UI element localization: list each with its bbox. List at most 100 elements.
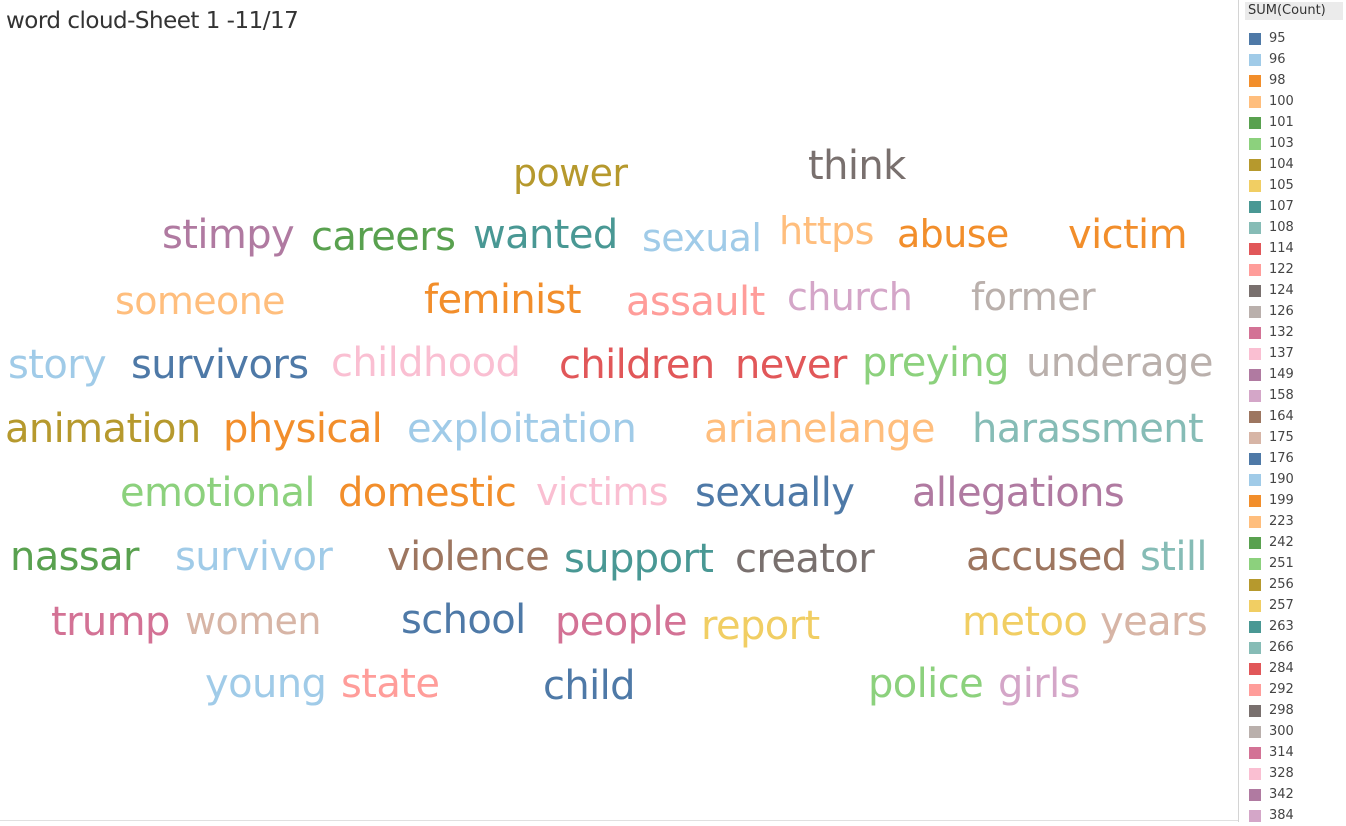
- word-trump[interactable]: trump: [51, 599, 170, 645]
- word-years[interactable]: years: [1100, 599, 1208, 645]
- word-girls[interactable]: girls: [998, 661, 1081, 707]
- legend-item[interactable]: 96: [1249, 49, 1294, 70]
- word-feminist[interactable]: feminist: [424, 277, 582, 323]
- word-underage[interactable]: underage: [1026, 340, 1213, 386]
- word-preying[interactable]: preying: [862, 340, 1010, 386]
- legend-item[interactable]: 242: [1249, 532, 1294, 553]
- legend-item[interactable]: 328: [1249, 763, 1294, 784]
- word-still[interactable]: still: [1140, 534, 1207, 580]
- legend-item[interactable]: 124: [1249, 280, 1294, 301]
- word-wanted[interactable]: wanted: [473, 212, 618, 258]
- legend-item[interactable]: 108: [1249, 217, 1294, 238]
- word-careers[interactable]: careers: [311, 214, 456, 260]
- legend-label: 104: [1269, 157, 1294, 172]
- color-legend: SUM(Count) 95 96 98 100 101 103 104 105 107 108 11…: [1238, 0, 1346, 823]
- legend-item[interactable]: 95: [1249, 28, 1294, 49]
- legend-item[interactable]: 257: [1249, 595, 1294, 616]
- legend-item[interactable]: 266: [1249, 637, 1294, 658]
- legend-item[interactable]: 132: [1249, 322, 1294, 343]
- legend-item[interactable]: 298: [1249, 700, 1294, 721]
- legend-item[interactable]: 199: [1249, 490, 1294, 511]
- word-power[interactable]: power: [513, 151, 628, 195]
- word-allegations[interactable]: allegations: [912, 470, 1125, 516]
- legend-item[interactable]: 256: [1249, 574, 1294, 595]
- word-survivors[interactable]: survivors: [131, 342, 309, 388]
- legend-label: 263: [1269, 619, 1294, 634]
- legend-item[interactable]: 292: [1249, 679, 1294, 700]
- word-think[interactable]: think: [808, 143, 906, 189]
- legend-item[interactable]: 251: [1249, 553, 1294, 574]
- word-support[interactable]: support: [564, 536, 714, 582]
- legend-item[interactable]: 263: [1249, 616, 1294, 637]
- word-nassar[interactable]: nassar: [10, 534, 140, 580]
- word-victims[interactable]: victims: [536, 470, 669, 514]
- word-people[interactable]: people: [555, 599, 688, 645]
- word-victim[interactable]: victim: [1068, 212, 1188, 258]
- word-former[interactable]: former: [971, 275, 1096, 319]
- word-metoo[interactable]: metoo: [962, 599, 1088, 645]
- legend-item[interactable]: 98: [1249, 70, 1294, 91]
- legend-item[interactable]: 384: [1249, 805, 1294, 826]
- legend-item[interactable]: 137: [1249, 343, 1294, 364]
- legend-item[interactable]: 175: [1249, 427, 1294, 448]
- word-report[interactable]: report: [701, 603, 820, 649]
- word-exploitation[interactable]: exploitation: [407, 406, 637, 452]
- legend-item[interactable]: 284: [1249, 658, 1294, 679]
- legend-label: 190: [1269, 472, 1294, 487]
- word-survivor[interactable]: survivor: [175, 534, 333, 580]
- legend-label: 107: [1269, 199, 1294, 214]
- legend-swatch: [1249, 95, 1261, 108]
- word-violence[interactable]: violence: [387, 534, 550, 580]
- legend-item[interactable]: 158: [1249, 385, 1294, 406]
- legend-item[interactable]: 176: [1249, 448, 1294, 469]
- legend-swatch: [1249, 263, 1261, 276]
- legend-item[interactable]: 164: [1249, 406, 1294, 427]
- legend-swatch: [1249, 557, 1261, 570]
- legend-item[interactable]: 314: [1249, 742, 1294, 763]
- legend-label: 98: [1269, 73, 1286, 88]
- legend-item[interactable]: 114: [1249, 238, 1294, 259]
- word-childhood[interactable]: childhood: [331, 340, 521, 386]
- word-assault[interactable]: assault: [626, 279, 765, 325]
- word-children[interactable]: children: [559, 342, 715, 388]
- word-creator[interactable]: creator: [735, 536, 875, 582]
- word-sexual[interactable]: sexual: [642, 216, 762, 260]
- word-emotional[interactable]: emotional: [120, 470, 316, 516]
- word-child[interactable]: child: [543, 663, 636, 709]
- legend-item[interactable]: 342: [1249, 784, 1294, 805]
- word-arianelange[interactable]: arianelange: [704, 406, 936, 452]
- word-abuse[interactable]: abuse: [897, 212, 1009, 256]
- legend-item[interactable]: 104: [1249, 154, 1294, 175]
- word-animation[interactable]: animation: [5, 406, 201, 452]
- word-harassment[interactable]: harassment: [972, 406, 1204, 452]
- word-church[interactable]: church: [787, 275, 913, 319]
- legend-item[interactable]: 107: [1249, 196, 1294, 217]
- word-state[interactable]: state: [341, 661, 440, 707]
- legend-item[interactable]: 105: [1249, 175, 1294, 196]
- word-someone[interactable]: someone: [115, 279, 286, 323]
- legend-item[interactable]: 300: [1249, 721, 1294, 742]
- word-stimpy[interactable]: stimpy: [162, 212, 295, 258]
- legend-item[interactable]: 103: [1249, 133, 1294, 154]
- legend-item[interactable]: 223: [1249, 511, 1294, 532]
- legend-title: SUM(Count): [1245, 2, 1343, 20]
- word-domestic[interactable]: domestic: [338, 470, 517, 516]
- word-sexually[interactable]: sexually: [695, 470, 855, 516]
- word-young[interactable]: young: [205, 661, 327, 707]
- word-https[interactable]: https: [779, 209, 874, 253]
- word-physical[interactable]: physical: [223, 406, 383, 452]
- legend-item[interactable]: 149: [1249, 364, 1294, 385]
- legend-item[interactable]: 100: [1249, 91, 1294, 112]
- word-women[interactable]: women: [185, 599, 321, 643]
- legend-item[interactable]: 190: [1249, 469, 1294, 490]
- word-accused[interactable]: accused: [966, 534, 1127, 580]
- word-police[interactable]: police: [868, 661, 984, 707]
- legend-item[interactable]: 122: [1249, 259, 1294, 280]
- word-story[interactable]: story: [8, 342, 107, 388]
- legend-swatch: [1249, 725, 1261, 738]
- word-school[interactable]: school: [401, 597, 526, 643]
- word-never[interactable]: never: [735, 342, 847, 388]
- legend-item[interactable]: 126: [1249, 301, 1294, 322]
- legend-item[interactable]: 101: [1249, 112, 1294, 133]
- legend-label: 292: [1269, 682, 1294, 697]
